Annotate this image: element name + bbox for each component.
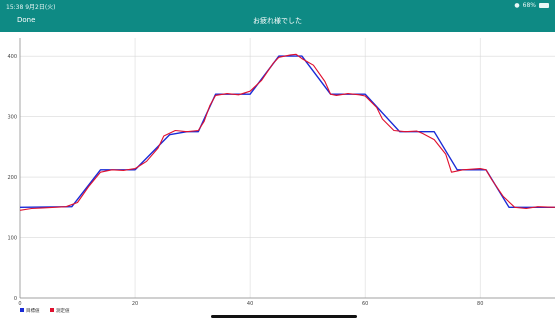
x-tick-label: 40: [247, 301, 253, 307]
battery-icon: [539, 3, 549, 8]
x-tick-label: 60: [362, 301, 368, 307]
y-tick-label: 400: [7, 54, 17, 60]
x-tick-label: 20: [132, 301, 138, 307]
x-tick-label: 80: [477, 301, 483, 307]
status-bar: 15:38 9月2日(火) ● 68%: [0, 0, 555, 11]
done-button[interactable]: Done: [17, 16, 36, 24]
series-line-2: [19, 53, 555, 211]
legend-swatch-1: [20, 308, 24, 312]
wifi-icon: ●: [514, 2, 520, 9]
x-tick-label: 0: [18, 301, 21, 307]
y-tick-label: 200: [7, 175, 17, 181]
y-tick-label: 100: [7, 236, 17, 242]
legend-swatch-2: [50, 308, 54, 312]
battery-percent: 68%: [522, 2, 536, 9]
page-title: お疲れ様でした: [253, 17, 302, 25]
navigation-bar: Done お疲れ様でした: [0, 10, 555, 32]
status-right: ● 68%: [514, 2, 549, 9]
home-indicator: [211, 315, 357, 318]
legend-label-2: 測定値: [56, 307, 70, 314]
status-time: 15:38 9月2日(火): [6, 4, 56, 11]
y-tick-label: 300: [7, 115, 17, 121]
chart: 0 20 40 60 80 0 100 200 300 400 目標値 測定値: [7, 38, 555, 314]
legend-label-1: 目標値: [26, 307, 40, 314]
y-tick-label: 0: [14, 296, 17, 302]
series-line-1: [19, 55, 555, 208]
